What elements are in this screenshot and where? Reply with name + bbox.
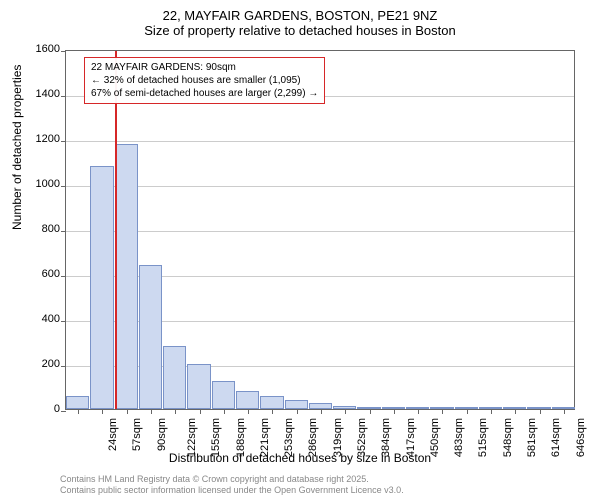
histogram-bar — [285, 400, 308, 409]
y-tick-mark — [61, 186, 66, 187]
y-tick-mark — [61, 321, 66, 322]
y-tick-mark — [61, 366, 66, 367]
y-tick-mark — [61, 51, 66, 52]
x-tick-label: 24sqm — [107, 418, 119, 451]
x-tick-mark — [540, 409, 541, 414]
x-tick-label: 122sqm — [186, 418, 198, 457]
x-tick-label: 253sqm — [283, 418, 295, 457]
x-tick-label: 417sqm — [405, 418, 417, 457]
gridline — [66, 141, 574, 142]
y-tick-label: 800 — [10, 223, 60, 235]
histogram-bar — [236, 391, 259, 409]
x-tick-mark — [442, 409, 443, 414]
x-tick-label: 515sqm — [478, 418, 490, 457]
annotation-line3: 67% of semi-detached houses are larger (… — [91, 87, 318, 100]
x-tick-label: 221sqm — [259, 418, 271, 457]
y-tick-label: 400 — [10, 313, 60, 325]
x-tick-label: 483sqm — [453, 418, 465, 457]
x-tick-mark — [102, 409, 103, 414]
y-tick-label: 1600 — [10, 43, 60, 55]
y-tick-label: 1400 — [10, 88, 60, 100]
histogram-bar — [90, 166, 113, 409]
y-tick-mark — [61, 411, 66, 412]
histogram-bar — [260, 396, 283, 410]
x-tick-label: 90sqm — [156, 418, 168, 451]
x-tick-label: 286sqm — [308, 418, 320, 457]
x-tick-mark — [321, 409, 322, 414]
histogram-bar — [212, 381, 235, 409]
histogram-bar — [163, 346, 186, 409]
x-tick-mark — [175, 409, 176, 414]
x-tick-label: 57sqm — [131, 418, 143, 451]
x-tick-mark — [272, 409, 273, 414]
x-tick-mark — [78, 409, 79, 414]
x-tick-label: 352sqm — [356, 418, 368, 457]
histogram-bar — [115, 144, 138, 410]
y-tick-label: 200 — [10, 358, 60, 370]
x-tick-mark — [127, 409, 128, 414]
histogram-bar — [66, 396, 89, 410]
y-tick-label: 0 — [10, 403, 60, 415]
annotation-line2: ← 32% of detached houses are smaller (1,… — [91, 74, 318, 87]
x-tick-label: 581sqm — [526, 418, 538, 457]
x-tick-label: 450sqm — [429, 418, 441, 457]
x-tick-mark — [491, 409, 492, 414]
annotation-line1: 22 MAYFAIR GARDENS: 90sqm — [91, 61, 318, 74]
gridline — [66, 231, 574, 232]
chart-title-main: 22, MAYFAIR GARDENS, BOSTON, PE21 9NZ — [0, 0, 600, 23]
y-tick-mark — [61, 231, 66, 232]
x-tick-label: 646sqm — [575, 418, 587, 457]
histogram-bar — [139, 265, 162, 409]
footer-attribution: Contains HM Land Registry data © Crown c… — [60, 474, 404, 496]
footer-line2: Contains public sector information licen… — [60, 485, 404, 496]
x-tick-label: 548sqm — [502, 418, 514, 457]
x-tick-label: 384sqm — [380, 418, 392, 457]
footer-line1: Contains HM Land Registry data © Crown c… — [60, 474, 404, 485]
plot-area: 22 MAYFAIR GARDENS: 90sqm ← 32% of detac… — [65, 50, 575, 410]
y-tick-label: 1000 — [10, 178, 60, 190]
x-tick-mark — [467, 409, 468, 414]
y-tick-mark — [61, 276, 66, 277]
x-tick-label: 319sqm — [332, 418, 344, 457]
x-tick-mark — [370, 409, 371, 414]
x-tick-label: 614sqm — [550, 418, 562, 457]
x-tick-label: 155sqm — [210, 418, 222, 457]
y-tick-label: 1200 — [10, 133, 60, 145]
y-tick-mark — [61, 96, 66, 97]
y-tick-label: 600 — [10, 268, 60, 280]
chart-title-sub: Size of property relative to detached ho… — [0, 23, 600, 38]
x-tick-mark — [345, 409, 346, 414]
x-tick-mark — [515, 409, 516, 414]
x-tick-mark — [394, 409, 395, 414]
property-marker-line — [115, 51, 117, 409]
gridline — [66, 186, 574, 187]
x-tick-mark — [297, 409, 298, 414]
x-tick-mark — [248, 409, 249, 414]
x-tick-label: 188sqm — [235, 418, 247, 457]
annotation-box: 22 MAYFAIR GARDENS: 90sqm ← 32% of detac… — [84, 57, 325, 104]
x-tick-mark — [564, 409, 565, 414]
x-tick-mark — [224, 409, 225, 414]
x-tick-mark — [418, 409, 419, 414]
histogram-bar — [187, 364, 210, 409]
y-tick-mark — [61, 141, 66, 142]
x-tick-mark — [151, 409, 152, 414]
x-tick-mark — [200, 409, 201, 414]
